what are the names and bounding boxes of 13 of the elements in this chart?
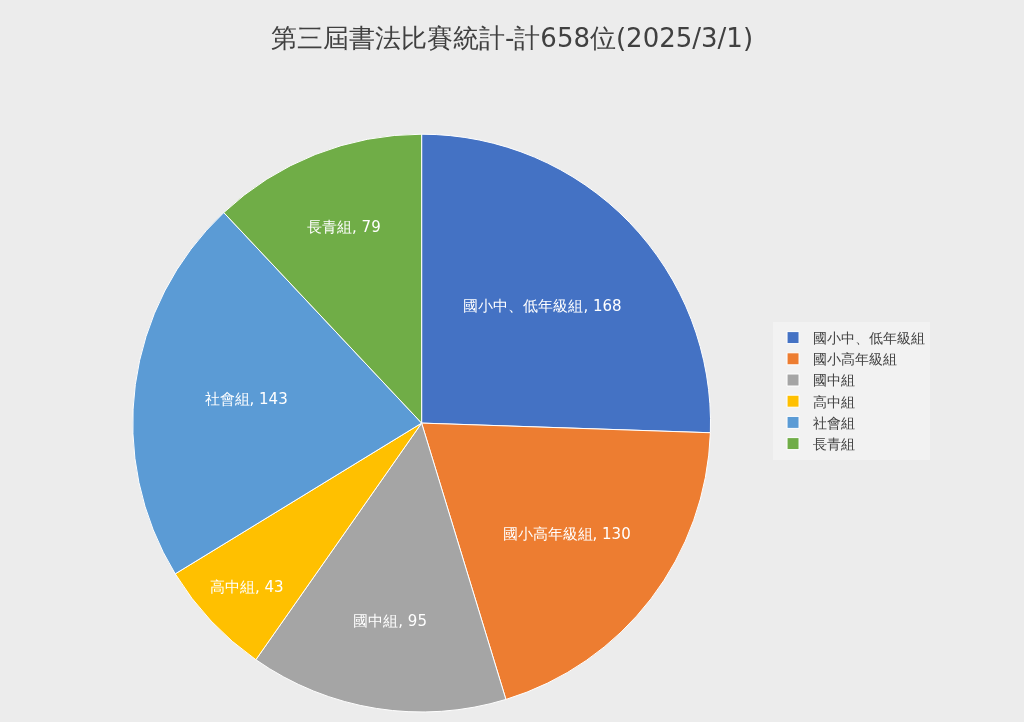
legend-label: 國小高年級組: [813, 351, 898, 368]
data-label: 國中組, 95: [353, 612, 427, 631]
chart-title: 第三屆書法比賽統計-計658位(2025/3/1): [270, 23, 754, 54]
data-label: 長青組, 79: [307, 217, 381, 236]
data-label: 社會組, 143: [204, 390, 288, 409]
data-label: 高中組, 43: [209, 578, 284, 597]
legend-label: 國中組: [813, 372, 856, 389]
data-label: 國小高年級組, 130: [502, 525, 631, 544]
legend-label: 高中組: [813, 393, 856, 410]
data-label: 國小中、低年級組, 168: [463, 297, 622, 316]
legend-label: 社會組: [813, 414, 856, 431]
legend-label: 長青組: [813, 436, 856, 453]
legend-label: 國小中、低年級組: [813, 330, 926, 347]
